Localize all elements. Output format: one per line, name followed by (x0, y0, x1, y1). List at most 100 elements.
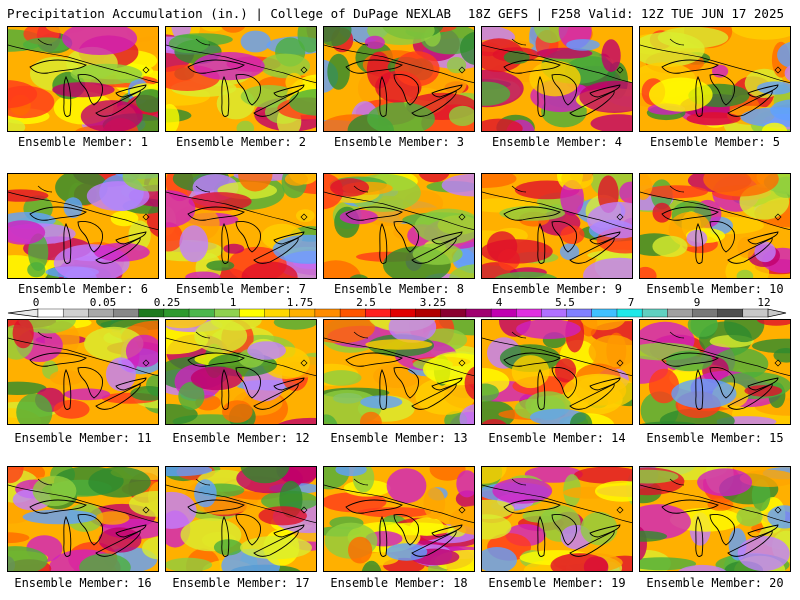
colorbar-swatch (62, 308, 89, 318)
ensemble-member-label: Ensemble Member: 4 (491, 135, 623, 149)
colorbar-tick-label: 2.5 (356, 296, 376, 309)
precip-field-map (166, 27, 316, 131)
precip-field-map (324, 174, 474, 278)
precip-field-map (640, 174, 790, 278)
colorbar-swatch (138, 308, 165, 318)
colorbar-swatch (188, 308, 215, 318)
colorbar-swatch (390, 308, 417, 318)
ensemble-map-panel (165, 26, 317, 132)
colorbar-tick-label: 3.25 (419, 296, 447, 309)
colorbar-max-arrow (767, 308, 787, 318)
ensemble-member-label: Ensemble Member: 15 (646, 431, 784, 445)
precip-field-map (324, 467, 474, 571)
ensemble-member-label: Ensemble Member: 14 (488, 431, 626, 445)
colorbar-swatch (289, 308, 316, 318)
colorbar-swatch (440, 308, 467, 318)
ensemble-map-panel (481, 466, 633, 572)
colorbar-tick-label: 1.75 (286, 296, 314, 309)
colorbar-swatch (717, 308, 744, 318)
ensemble-map-panel (481, 319, 633, 425)
ensemble-map-panel (165, 466, 317, 572)
ensemble-member-label: Ensemble Member: 19 (488, 576, 626, 590)
precip-field-map (324, 27, 474, 131)
colorbar-swatch (742, 308, 769, 318)
colorbar-tick-label: 12 (757, 296, 771, 309)
colorbar-tick-label: 4 (495, 296, 503, 309)
ensemble-member-label: Ensemble Member: 8 (333, 282, 465, 296)
map-title: Precipitation Accumulation (in.) | Colle… (7, 6, 452, 21)
ensemble-map-panel (165, 319, 317, 425)
ensemble-map-panel (323, 319, 475, 425)
colorbar-swatch (490, 308, 517, 318)
precip-field-map (8, 174, 158, 278)
colorbar-tick-label: 7 (627, 296, 635, 309)
colorbar-swatch (641, 308, 668, 318)
precip-field-map (324, 320, 474, 424)
precip-field-map (482, 320, 632, 424)
ensemble-member-label: Ensemble Member: 10 (646, 282, 784, 296)
colorbar-swatch (88, 308, 115, 318)
colorbar-min-arrow (7, 308, 39, 318)
ensemble-map-panel (481, 173, 633, 279)
colorbar-swatch (566, 308, 593, 318)
ensemble-map-panel (639, 173, 791, 279)
ensemble-map-panel (7, 173, 159, 279)
colorbar-tick-label: 9 (693, 296, 701, 309)
precip-field-map (8, 27, 158, 131)
run-valid-time: 18Z GEFS | F258 Valid: 12Z TUE JUN 17 20… (467, 6, 784, 21)
ensemble-member-label: Ensemble Member: 20 (646, 576, 784, 590)
colorbar-tick-label: 1 (229, 296, 237, 309)
ensemble-member-label: Ensemble Member: 2 (175, 135, 307, 149)
precip-field-map (482, 174, 632, 278)
ensemble-map-panel (639, 466, 791, 572)
ensemble-member-label: Ensemble Member: 1 (17, 135, 149, 149)
ensemble-member-label: Ensemble Member: 13 (330, 431, 468, 445)
colorbar-swatch (214, 308, 240, 318)
precip-field-map (640, 27, 790, 131)
colorbar-swatch (113, 308, 140, 318)
colorbar-swatch (37, 308, 64, 318)
ensemble-map-panel (639, 319, 791, 425)
colorbar-swatch (541, 308, 568, 318)
colorbar-tick-label: 0.25 (153, 296, 181, 309)
ensemble-map-panel (7, 466, 159, 572)
ensemble-member-label: Ensemble Member: 11 (14, 431, 152, 445)
colorbar-swatch (365, 308, 391, 318)
colorbar-swatch (339, 308, 366, 318)
colorbar-swatch (667, 308, 693, 318)
colorbar-swatch (239, 308, 266, 318)
ensemble-map-panel (323, 26, 475, 132)
colorbar-tick-label: 5.5 (555, 296, 575, 309)
colorbar-swatch (616, 308, 643, 318)
colorbar-swatch (465, 308, 492, 318)
ensemble-map-panel (7, 26, 159, 132)
precip-field-map (166, 320, 316, 424)
ensemble-map-panel (323, 173, 475, 279)
colorbar-swatch (264, 308, 291, 318)
precip-field-map (166, 467, 316, 571)
colorbar-swatch (415, 308, 442, 318)
ensemble-map-panel (165, 173, 317, 279)
ensemble-member-label: Ensemble Member: 7 (175, 282, 307, 296)
precip-field-map (8, 320, 158, 424)
ensemble-member-label: Ensemble Member: 6 (17, 282, 149, 296)
precip-field-map (640, 467, 790, 571)
colorbar-swatch (314, 308, 341, 318)
ensemble-map-panel (7, 319, 159, 425)
ensemble-member-label: Ensemble Member: 9 (491, 282, 623, 296)
ensemble-map-panel (639, 26, 791, 132)
precip-field-map (8, 467, 158, 571)
precip-field-map (640, 320, 790, 424)
colorbar-swatch (163, 308, 190, 318)
ensemble-map-panel (323, 466, 475, 572)
colorbar-swatch (591, 308, 618, 318)
ensemble-map-panel (481, 26, 633, 132)
precip-field-map (482, 27, 632, 131)
ensemble-member-label: Ensemble Member: 17 (172, 576, 310, 590)
ensemble-member-label: Ensemble Member: 5 (649, 135, 781, 149)
precip-field-map (166, 174, 316, 278)
ensemble-member-label: Ensemble Member: 12 (172, 431, 310, 445)
ensemble-member-label: Ensemble Member: 16 (14, 576, 152, 590)
precip-colorbar (7, 308, 787, 318)
colorbar-tick-label: 0 (32, 296, 40, 309)
